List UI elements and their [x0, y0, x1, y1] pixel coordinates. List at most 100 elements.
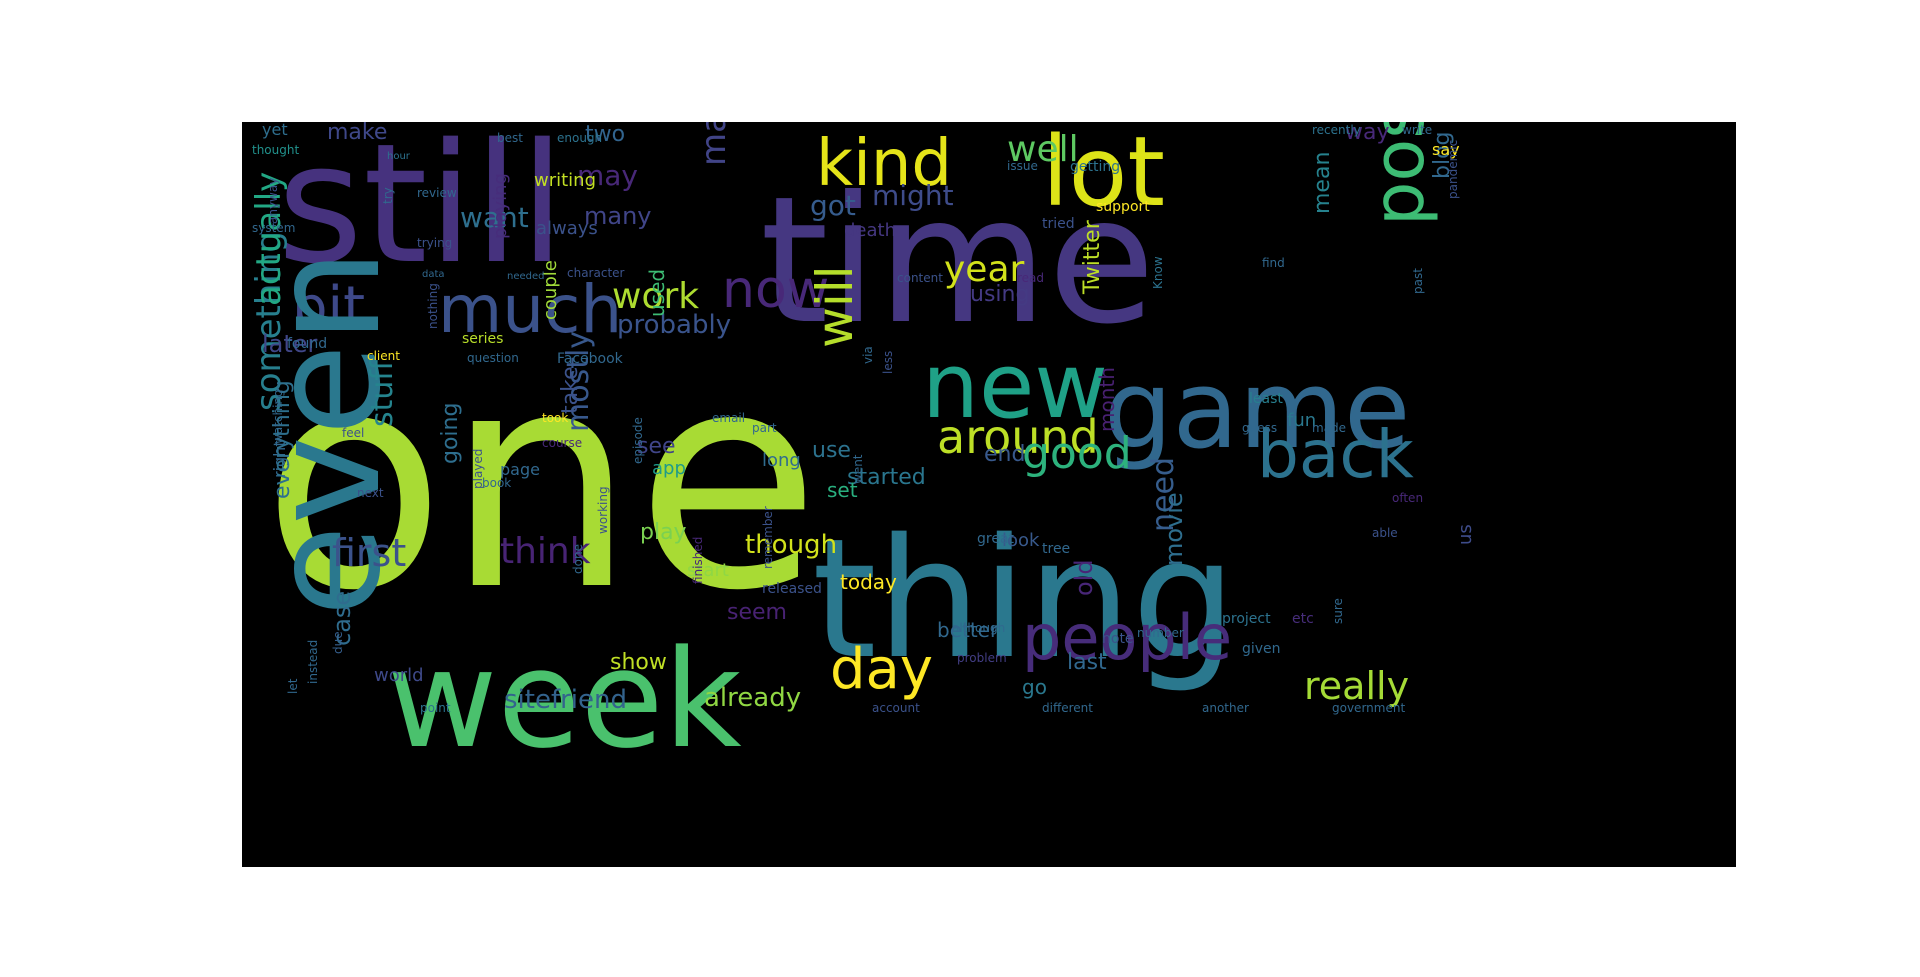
word-using: using	[970, 282, 1030, 307]
word-well: well	[1007, 129, 1079, 170]
word-though: though	[745, 530, 838, 560]
word-fun: fun	[1287, 410, 1317, 431]
word-think: think	[500, 531, 591, 572]
word-often: often	[1392, 491, 1424, 505]
word-remember: remember	[761, 506, 775, 569]
word-played: played	[471, 448, 485, 489]
word-started: started	[847, 465, 926, 490]
word-death: death	[844, 220, 896, 241]
word-two: two	[585, 122, 626, 147]
word-write: write	[1402, 123, 1433, 137]
word-past: past	[1411, 268, 1425, 294]
word-probably: probably	[617, 310, 732, 340]
word-although: although	[952, 621, 1006, 635]
word-try: try	[381, 187, 395, 204]
word-due: due	[331, 631, 345, 654]
word-best: best	[497, 131, 523, 145]
word-note: note	[1102, 631, 1134, 647]
word-government: government	[1332, 701, 1406, 715]
word-sitefriend: sitefriend	[504, 685, 628, 715]
word-stuff: stuff	[365, 359, 400, 427]
word-support: support	[1096, 199, 1150, 215]
word-many: many	[584, 202, 652, 230]
word-maybe: maybe	[694, 122, 734, 166]
word-seem: seem	[727, 600, 787, 625]
word-working: working	[596, 486, 610, 534]
word-people: people	[1022, 601, 1233, 674]
word-now: now	[722, 260, 830, 320]
word-tree: tree	[1042, 541, 1071, 557]
word-found: found	[287, 336, 328, 352]
word-start: start	[687, 560, 729, 581]
word-new: new	[922, 334, 1109, 439]
word-system: system	[252, 221, 296, 235]
word-feel: feel	[342, 426, 365, 440]
word-always: always	[536, 218, 598, 239]
word-made: made	[1312, 421, 1347, 435]
word-old: old	[1070, 559, 1098, 596]
word-play: play	[640, 520, 687, 545]
word-nothing: nothing	[426, 283, 440, 329]
word-want: want	[460, 201, 529, 234]
word-make: make	[327, 122, 388, 145]
word-took: took	[542, 411, 569, 425]
word-lot: lot	[1042, 122, 1166, 228]
word-time: time	[760, 160, 1156, 363]
word-facebook: Facebook	[557, 351, 623, 367]
word-will: will	[806, 265, 864, 348]
word-let: let	[286, 678, 300, 694]
word-needed: needed	[507, 271, 545, 282]
word-really: really	[1304, 664, 1410, 708]
word-thought: thought	[252, 143, 300, 157]
word-show: show	[610, 650, 667, 675]
word-review: review	[417, 186, 457, 200]
word-part: part	[752, 421, 777, 435]
word-first: first	[332, 531, 407, 575]
word-episode: episode	[631, 417, 645, 464]
word-still: still	[277, 122, 566, 300]
word-already: already	[704, 683, 802, 713]
word-twitter: Twitter	[1080, 220, 1105, 294]
word-better: better	[937, 618, 999, 642]
word-released: released	[762, 581, 822, 597]
word-good: good	[1022, 428, 1132, 479]
word-one: one	[262, 307, 821, 656]
word-next: next	[357, 486, 384, 500]
word-guess: guess	[1242, 421, 1278, 435]
word-read: read	[1017, 271, 1045, 285]
word-last: last	[1067, 650, 1107, 675]
word-able: able	[1372, 526, 1398, 540]
word-today: today	[840, 570, 897, 594]
word-go: go	[1022, 675, 1047, 699]
word-issue: issue	[1007, 159, 1038, 173]
word-look: look	[1002, 530, 1040, 551]
word-sure: sure	[1331, 598, 1345, 624]
word-finished: finished	[691, 536, 705, 584]
word-say: say	[1432, 140, 1460, 159]
word-pandemic: pandemic	[1446, 139, 1460, 199]
word-another: another	[1202, 701, 1249, 715]
word-anyway: anyway	[266, 177, 280, 224]
word-character: character	[567, 266, 625, 280]
word-book: book	[482, 476, 512, 490]
word-trying: trying	[417, 236, 453, 250]
word-see: see	[637, 434, 676, 459]
word-playing: playing	[490, 173, 511, 239]
word-recently: recently	[1312, 123, 1361, 137]
word-project: project	[1222, 611, 1271, 627]
word-month: month	[1095, 367, 1119, 432]
word-done: done	[571, 544, 585, 574]
word-game: game	[1104, 348, 1411, 473]
word-series: series	[462, 331, 504, 347]
word-couple: couple	[540, 260, 561, 320]
word-mean: mean	[1310, 151, 1335, 214]
word-great: great	[977, 531, 1015, 547]
word-went: went	[851, 454, 865, 484]
word-know: Know	[1151, 256, 1165, 289]
word-got: got	[810, 189, 856, 222]
word-world: world	[374, 665, 424, 686]
word-getting: getting	[1070, 159, 1121, 175]
word-end: end	[984, 442, 1026, 467]
word-enough: enough	[557, 131, 603, 145]
word-might: might	[872, 179, 954, 212]
